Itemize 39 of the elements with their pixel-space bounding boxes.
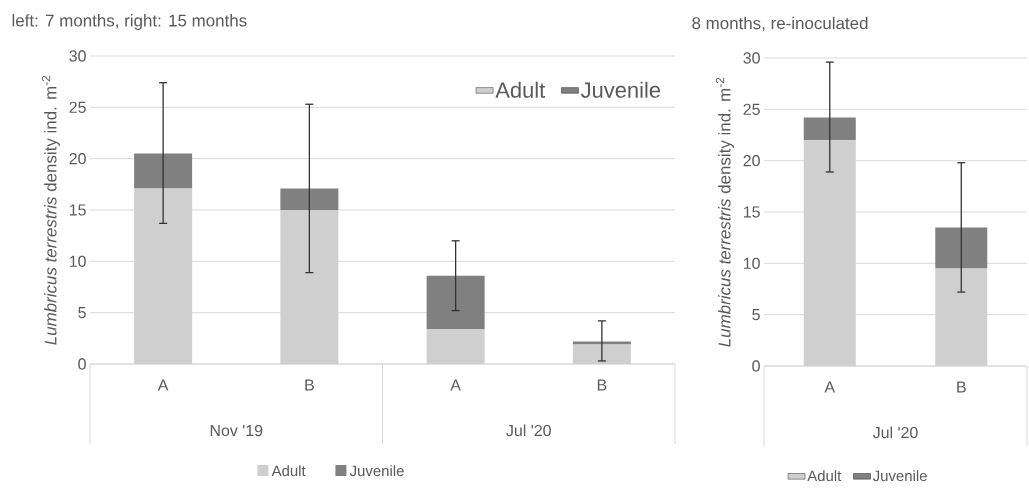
legend-label: Juvenile [872,470,927,482]
bar [280,188,339,210]
y-tick-label: 25 [69,101,86,113]
y-tick-label: 15 [743,206,760,218]
bar [572,341,631,345]
y-tick-label: 30 [743,52,760,64]
legend-label: Adult [495,81,546,98]
legend-label: Juvenile [580,81,661,98]
x-tick-label: B [597,379,607,391]
y-tick-label: 10 [69,255,86,267]
y-tick-label: 20 [743,155,760,167]
text: Nov '19 [210,424,263,437]
y-tick-label: 20 [69,153,86,165]
chart-title: left: 7 months, right: 15 months [12,14,247,30]
text: Adult [271,465,306,477]
y-tick-label: 15 [69,204,86,216]
y-tick-label: 5 [78,307,86,319]
bar [803,117,856,141]
y-axis-title: Lumbricus terrestris density ind. m$^{-2}$ [715,77,734,347]
x-tick-label: B [305,379,314,391]
y-tick-label: 5 [752,309,760,321]
y-tick-label: 0 [78,358,86,370]
x-tick-label: A [450,379,461,391]
chart-title: 8 months, re-inoculated [692,16,868,32]
y-tick-label: 10 [743,257,760,269]
bar [426,275,485,330]
text: Juvenile [349,465,404,477]
x-tick-label: A [157,379,169,391]
bar [134,153,193,189]
x-tick-label: A [824,381,836,393]
y-tick-label: 0 [752,360,760,372]
legend-label: Adult [807,470,842,482]
x-tick-label: B [957,381,966,393]
bar [935,227,988,269]
text: Jul '20 [506,424,551,437]
text: Jul '20 [872,426,918,439]
y-tick-label: 25 [743,103,760,115]
y-axis-title: Lumbricus terrestris density ind. m$^{-2}$ [41,75,60,345]
y-tick-label: 30 [69,50,86,62]
